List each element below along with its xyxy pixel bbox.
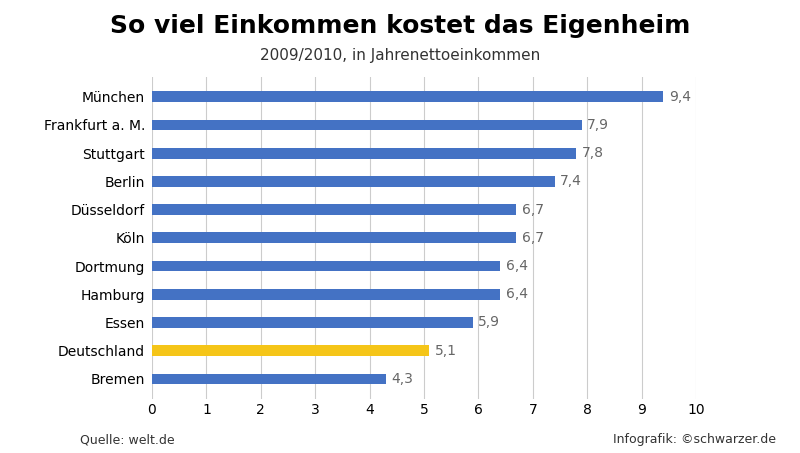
Text: 2009/2010, in Jahrenettoeinkommen: 2009/2010, in Jahrenettoeinkommen — [260, 48, 540, 63]
Text: 5,9: 5,9 — [478, 315, 501, 329]
Text: 5,1: 5,1 — [435, 344, 457, 358]
Bar — [152, 148, 576, 159]
Text: 4,3: 4,3 — [391, 372, 414, 386]
Text: 9,4: 9,4 — [669, 90, 690, 104]
Text: 7,4: 7,4 — [560, 174, 582, 188]
Bar — [152, 204, 517, 215]
Text: 7,8: 7,8 — [582, 146, 604, 160]
Text: 6,7: 6,7 — [522, 202, 544, 217]
Bar — [152, 92, 663, 102]
Text: 6,7: 6,7 — [522, 231, 544, 245]
Bar — [152, 232, 517, 243]
Bar — [152, 289, 500, 299]
Bar — [152, 317, 473, 328]
Bar — [152, 345, 430, 356]
Text: So viel Einkommen kostet das Eigenheim: So viel Einkommen kostet das Eigenheim — [110, 14, 690, 38]
Bar — [152, 120, 582, 130]
Text: Quelle: welt.de: Quelle: welt.de — [80, 433, 174, 446]
Bar — [152, 374, 386, 384]
Text: 7,9: 7,9 — [587, 118, 610, 132]
Text: 6,4: 6,4 — [506, 287, 527, 301]
Text: Infografik: ©schwarzer.de: Infografik: ©schwarzer.de — [613, 433, 776, 446]
Bar — [152, 176, 554, 187]
Text: 6,4: 6,4 — [506, 259, 527, 273]
Bar — [152, 260, 500, 271]
